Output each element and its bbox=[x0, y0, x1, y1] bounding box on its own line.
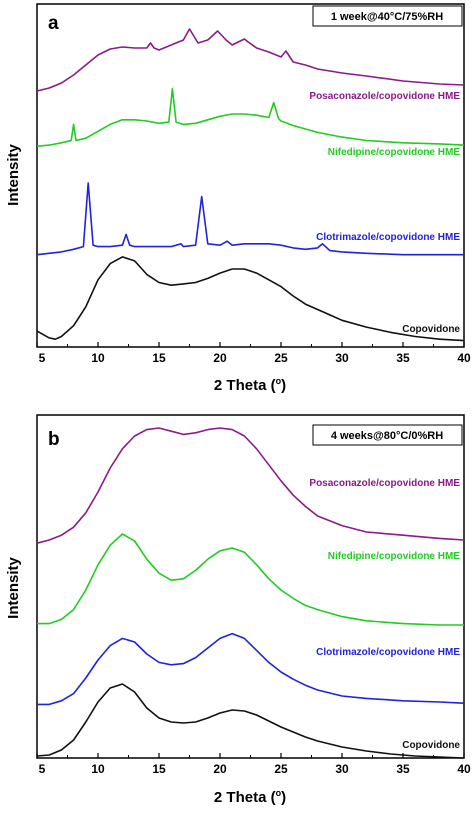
x-axis-title: 2 Theta (o) bbox=[214, 788, 286, 806]
panel-letter: a bbox=[48, 13, 59, 34]
plot-frame bbox=[36, 3, 465, 348]
x-tick-label: 25 bbox=[274, 762, 288, 776]
series-line bbox=[36, 427, 465, 544]
series-label: Nifedipine/copovidone HME bbox=[328, 147, 461, 158]
series-label: Copovidone bbox=[402, 740, 460, 751]
x-tick-label: 5 bbox=[39, 351, 46, 365]
panel-b: b 4 weeks@80°C/0%RH Posaconazole/copovid… bbox=[5, 414, 471, 806]
series-layer: Posaconazole/copovidone HME Nifedipine/co… bbox=[36, 427, 465, 759]
x-axis-title-degree: o bbox=[276, 376, 282, 386]
x-axis-title-close: ) bbox=[281, 377, 286, 394]
series-line bbox=[36, 182, 464, 256]
x-axis-title-close: ) bbox=[281, 789, 286, 806]
series-label: Posaconazole/copovidone HME bbox=[309, 91, 460, 102]
series-line bbox=[37, 533, 464, 626]
series-line bbox=[36, 256, 465, 342]
series-line bbox=[36, 88, 465, 148]
x-tick-label: 30 bbox=[335, 351, 349, 365]
x-tick-label: 20 bbox=[213, 351, 227, 365]
condition-label: 1 week@40°C/75%RH bbox=[331, 11, 443, 23]
tick-layer: 5 10 15 20 25 30 35 40 bbox=[36, 753, 471, 776]
series-layer: Posaconazole/copovidone HME Nifedipine/co… bbox=[36, 28, 465, 342]
tick-layer: 5 10 15 20 25 30 35 40 bbox=[36, 342, 471, 365]
x-axis-title-degree: o bbox=[276, 788, 282, 798]
condition-label: 4 weeks@80°C/0%RH bbox=[331, 430, 443, 442]
series-label: Clotrimazole/copovidone HME bbox=[316, 647, 460, 658]
y-axis-title: Intensity bbox=[5, 557, 22, 619]
x-tick-label: 20 bbox=[213, 762, 227, 776]
x-tick-label: 35 bbox=[396, 762, 410, 776]
plot-frame bbox=[36, 414, 465, 759]
x-axis-title-main: 2 Theta ( bbox=[214, 377, 276, 394]
x-tick-label: 25 bbox=[274, 351, 288, 365]
panel-letter: b bbox=[48, 429, 60, 450]
x-axis-title: 2 Theta (o) bbox=[214, 376, 286, 394]
x-tick-label: 5 bbox=[39, 762, 46, 776]
series-line bbox=[36, 28, 465, 92]
x-tick-label: 30 bbox=[335, 762, 349, 776]
y-axis-title: Intensity bbox=[5, 144, 22, 206]
x-tick-label: 40 bbox=[457, 351, 471, 365]
series-label: Posaconazole/copovidone HME bbox=[309, 478, 460, 489]
series-label: Copovidone bbox=[402, 324, 460, 335]
series-line bbox=[36, 683, 465, 759]
series-line bbox=[37, 632, 465, 706]
panel-a: a 1 week@40°C/75%RH Posaconazole/copovid… bbox=[5, 3, 471, 394]
x-axis-title-main: 2 Theta ( bbox=[214, 789, 276, 806]
series-label: Clotrimazole/copovidone HME bbox=[316, 232, 460, 243]
x-tick-label: 40 bbox=[457, 762, 471, 776]
series-label: Nifedipine/copovidone HME bbox=[328, 551, 461, 562]
condition-box bbox=[312, 424, 463, 446]
x-tick-label: 10 bbox=[91, 762, 105, 776]
x-tick-label: 10 bbox=[91, 351, 105, 365]
x-tick-label: 15 bbox=[152, 762, 166, 776]
x-tick-label: 35 bbox=[396, 351, 410, 365]
x-tick-label: 15 bbox=[152, 351, 166, 365]
condition-box bbox=[312, 5, 463, 27]
